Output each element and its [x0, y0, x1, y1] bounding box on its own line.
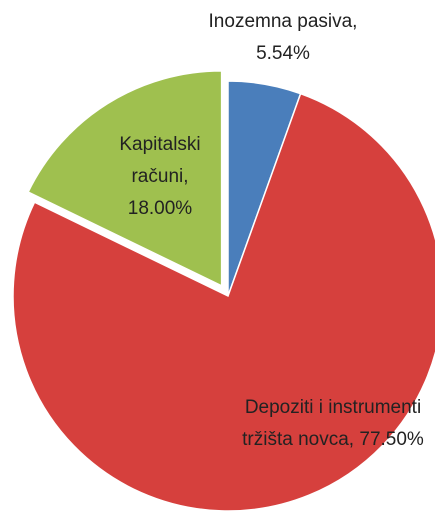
- value-label: 77.50%: [359, 429, 424, 450]
- data-label: Depoziti i instrumenti tržišta novca, 77…: [240, 392, 426, 456]
- category-label: Depoziti i instrumenti tržišta novca,: [242, 397, 422, 450]
- pie-slice: [27, 70, 223, 288]
- category-label: Inozemna pasiva,: [208, 11, 358, 32]
- data-label: Inozemna pasiva, 5.54%: [183, 6, 383, 70]
- value-label: 18.00%: [127, 198, 193, 219]
- value-label: 5.54%: [256, 43, 310, 64]
- pie-slice: [12, 92, 435, 512]
- category-label: Kapitalski računi,: [119, 134, 201, 187]
- data-label: Kapitalski računi, 18.00%: [108, 129, 212, 225]
